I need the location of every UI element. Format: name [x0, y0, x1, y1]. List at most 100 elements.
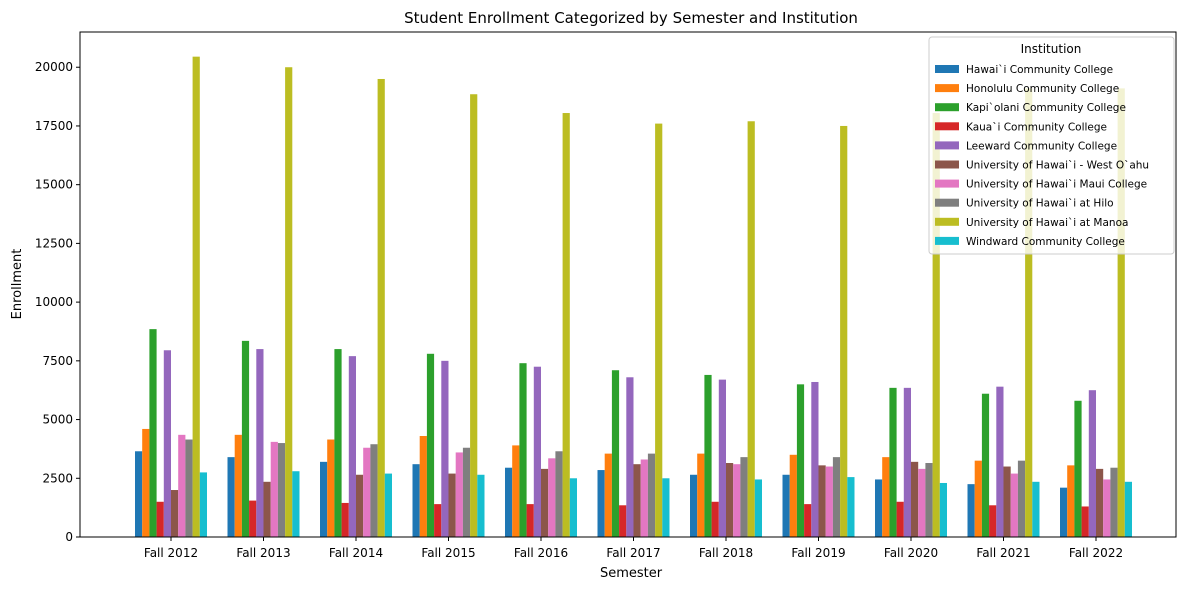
legend-entry-label: University of Hawai`i Maui College — [966, 179, 1147, 191]
bar — [1088, 390, 1096, 537]
bar — [341, 502, 349, 537]
bar — [234, 434, 242, 537]
legend-swatch — [935, 103, 959, 112]
x-tick-label: Fall 2012 — [144, 546, 198, 560]
x-tick-label: Fall 2015 — [421, 546, 475, 560]
y-tick-label: 15000 — [35, 178, 73, 192]
legend: Institution Hawai`i Community College Hon… — [928, 36, 1175, 255]
bar — [370, 444, 378, 537]
bar — [426, 353, 435, 537]
bar — [1032, 481, 1040, 537]
bar — [1025, 88, 1033, 538]
bar — [733, 464, 741, 537]
bar — [789, 454, 797, 537]
bar — [519, 363, 527, 537]
bar — [135, 451, 143, 537]
bar — [932, 113, 940, 537]
y-tick-label: 12500 — [35, 236, 73, 250]
legend-entry-label: Windward Community College — [966, 236, 1125, 248]
bar — [156, 501, 164, 537]
bar — [796, 384, 805, 537]
x-tick-label: Fall 2016 — [514, 546, 568, 560]
y-tick-label: 20000 — [35, 60, 73, 74]
bar — [981, 393, 990, 537]
legend-swatch — [935, 141, 959, 150]
bar — [1103, 479, 1111, 537]
legend-box — [928, 36, 1175, 255]
x-tick-label: Fall 2014 — [329, 546, 383, 560]
legend-entry-label: Honolulu Community College — [966, 83, 1119, 95]
x-tick-label: Fall 2017 — [606, 546, 660, 560]
bar — [989, 505, 997, 537]
bar — [726, 463, 734, 537]
bar — [896, 501, 904, 537]
bar — [611, 370, 620, 537]
bar — [690, 474, 698, 537]
y-tick-label: 10000 — [35, 295, 73, 309]
bar — [320, 461, 328, 537]
bar — [903, 387, 911, 537]
bar — [555, 451, 563, 537]
bar — [662, 478, 670, 537]
bar — [974, 460, 982, 537]
legend-swatch — [935, 236, 959, 245]
bar — [1017, 460, 1026, 537]
bar — [655, 123, 663, 537]
bar — [925, 463, 933, 537]
bar — [249, 500, 257, 537]
bar — [419, 436, 427, 537]
bar — [718, 379, 726, 537]
bar — [911, 461, 919, 537]
bar — [597, 470, 605, 537]
bar — [882, 457, 890, 537]
bar — [512, 445, 520, 537]
y-tick-label: 0 — [65, 530, 73, 544]
bar — [377, 78, 385, 537]
bar — [754, 479, 762, 537]
x-tick-label: Fall 2022 — [1069, 546, 1123, 560]
bar — [241, 340, 250, 537]
legend-entry-label: Hawai`i Community College — [966, 64, 1113, 76]
bar — [227, 457, 235, 537]
bar — [470, 94, 478, 538]
legend-swatch — [935, 160, 959, 169]
bar — [348, 356, 356, 537]
bar — [455, 452, 463, 537]
bar — [356, 474, 364, 537]
bars-layer — [135, 56, 1132, 538]
bar — [171, 490, 179, 537]
bar — [412, 464, 420, 537]
bar — [142, 428, 150, 537]
bar — [782, 474, 790, 537]
legend-entry-label: Kapi`olani Community College — [966, 102, 1126, 114]
bar — [462, 447, 471, 537]
legend-swatch — [935, 198, 959, 207]
bar — [818, 465, 826, 537]
bar — [384, 473, 392, 537]
y-tick-label: 2500 — [42, 471, 73, 485]
bar — [633, 464, 641, 537]
bar — [327, 439, 335, 537]
bar — [263, 481, 271, 537]
bar — [199, 472, 207, 537]
bar — [434, 504, 442, 537]
bar — [548, 458, 556, 537]
bar — [149, 329, 157, 537]
bar — [1110, 467, 1118, 537]
bar — [477, 474, 485, 537]
bar — [875, 479, 883, 537]
bar — [604, 453, 612, 537]
bar — [292, 471, 300, 537]
legend-swatch — [935, 65, 959, 73]
x-tick-label: Fall 2020 — [884, 546, 938, 560]
bar — [825, 466, 833, 537]
bar — [704, 374, 712, 537]
bar — [840, 125, 848, 537]
bar — [185, 439, 193, 537]
bar — [192, 56, 200, 537]
bar — [747, 121, 755, 537]
bar — [711, 501, 719, 537]
bar — [505, 467, 513, 537]
bar — [569, 478, 577, 537]
legend-swatch — [935, 122, 959, 131]
